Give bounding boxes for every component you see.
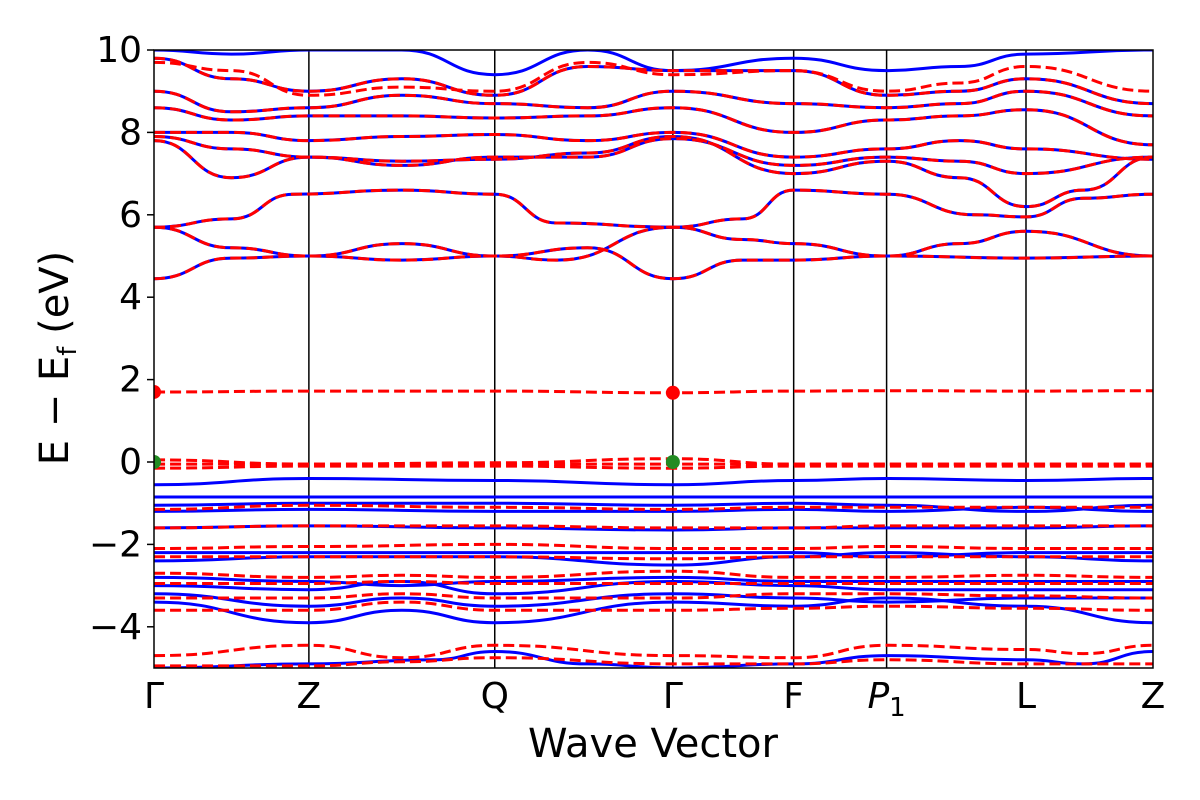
y-axis-label-main: E − E bbox=[32, 356, 78, 466]
band-line-dashed bbox=[154, 188, 1153, 229]
band-line-solid bbox=[154, 551, 1153, 559]
band-line-dashed bbox=[154, 225, 1153, 262]
x-tick-label: F bbox=[783, 676, 804, 717]
plot-frame bbox=[153, 49, 1154, 669]
band-line-dashed bbox=[154, 60, 1153, 97]
band-lines bbox=[154, 50, 1153, 668]
band-line-dashed bbox=[154, 130, 1153, 161]
band-line-dashed bbox=[154, 457, 1153, 466]
band-edge-marker bbox=[665, 385, 680, 400]
band-line-dashed bbox=[154, 600, 1153, 612]
x-tick-label: L bbox=[1016, 676, 1036, 717]
band-line-solid bbox=[154, 135, 1153, 176]
y-tick-label: −4 bbox=[89, 607, 142, 648]
band-line-solid bbox=[154, 505, 1153, 513]
y-axis-ticks: −4 −2 0 2 4 6 8 10 bbox=[89, 30, 154, 648]
band-line-dashed bbox=[154, 56, 1153, 106]
x-tick-label: P1 bbox=[867, 676, 905, 723]
band-line-solid bbox=[154, 501, 1153, 513]
band-line-solid bbox=[154, 596, 1153, 625]
band-line-dashed bbox=[154, 389, 1153, 395]
y-axis-label-subscript: f bbox=[53, 346, 83, 356]
y-tick-label: 2 bbox=[119, 360, 142, 401]
band-line-dashed bbox=[154, 524, 1153, 530]
x-tick-label: Γ bbox=[663, 676, 683, 717]
band-edge-marker bbox=[154, 384, 161, 399]
band-line-dashed bbox=[154, 89, 1153, 118]
x-tick-label: Z bbox=[1141, 676, 1166, 717]
band-line-dashed bbox=[154, 643, 1153, 660]
band-line-solid bbox=[154, 246, 1153, 281]
y-tick-label: 4 bbox=[119, 277, 142, 318]
band-line-dashed bbox=[154, 569, 1153, 579]
band-line-dashed bbox=[154, 579, 1153, 586]
band-line-solid bbox=[154, 592, 1153, 608]
y-tick-label: 0 bbox=[119, 442, 142, 483]
x-axis-ticks: Γ Z Q Γ F P1 L Z bbox=[144, 676, 1165, 723]
x-tick-label: Γ bbox=[144, 676, 164, 717]
x-tick-label: Q bbox=[481, 676, 509, 717]
x-axis-label: Wave Vector bbox=[528, 721, 779, 767]
y-axis-label: E − Ef (eV) bbox=[32, 251, 83, 466]
y-tick-label: 6 bbox=[119, 195, 142, 236]
y-tick-label: 10 bbox=[96, 30, 142, 71]
band-line-dashed bbox=[154, 656, 1153, 668]
band-line-solid bbox=[154, 476, 1153, 487]
y-axis-label-unit: (eV) bbox=[32, 251, 78, 347]
band-line-dashed bbox=[154, 592, 1153, 600]
band-edge-marker bbox=[665, 455, 680, 469]
band-line-dashed bbox=[154, 135, 1153, 176]
band-line-dashed bbox=[154, 106, 1153, 147]
band-edge-markers bbox=[154, 384, 680, 469]
band-line-dashed bbox=[154, 555, 1153, 561]
band-line-dashed bbox=[154, 542, 1153, 551]
band-line-dashed bbox=[154, 246, 1153, 281]
y-tick-label: −2 bbox=[89, 524, 142, 565]
high-symmetry-lines bbox=[308, 50, 1027, 668]
band-line-dashed bbox=[154, 464, 1153, 470]
band-line-dashed bbox=[154, 503, 1153, 511]
band-line-solid bbox=[154, 188, 1153, 229]
x-tick-label: Z bbox=[297, 676, 322, 717]
band-edge-marker bbox=[154, 455, 161, 469]
band-line-dashed bbox=[154, 134, 1153, 209]
y-tick-label: 8 bbox=[119, 112, 142, 153]
band-line-solid bbox=[154, 579, 1153, 596]
